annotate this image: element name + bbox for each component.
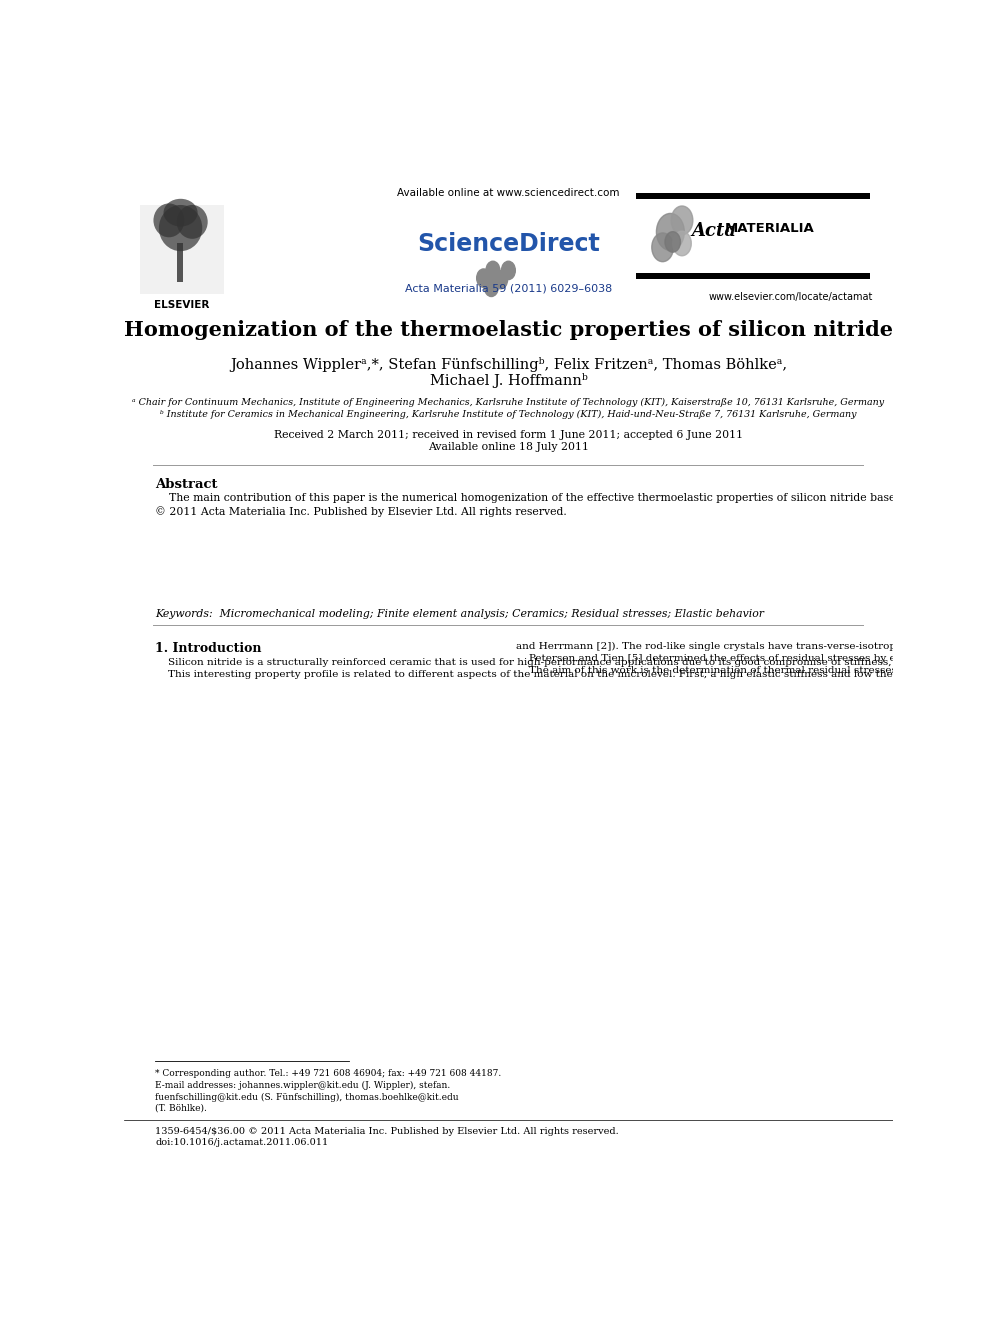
Text: ScienceDirect: ScienceDirect: [417, 232, 600, 255]
Text: 1359-6454/$36.00 © 2011 Acta Materialia Inc. Published by Elsevier Ltd. All righ: 1359-6454/$36.00 © 2011 Acta Materialia …: [155, 1127, 619, 1136]
Text: * Corresponding author. Tel.: +49 721 608 46904; fax: +49 721 608 44187.: * Corresponding author. Tel.: +49 721 60…: [155, 1069, 501, 1078]
Text: and Herrmann [2]). The rod-like single crystals have trans-verse-isotropic therm: and Herrmann [2]). The rod-like single c…: [516, 643, 992, 675]
Circle shape: [665, 232, 681, 253]
Circle shape: [502, 261, 515, 279]
Text: The main contribution of this paper is the numerical homogenization of the effec: The main contribution of this paper is t…: [155, 492, 992, 517]
Text: ᵃ Chair for Continuum Mechanics, Institute of Engineering Mechanics, Karlsruhe I: ᵃ Chair for Continuum Mechanics, Institu…: [132, 397, 885, 406]
Circle shape: [652, 233, 674, 262]
Text: Silicon nitride is a structurally reinforced ceramic that is used for high-perfo: Silicon nitride is a structurally reinfo…: [155, 658, 992, 679]
Text: ᵇ Institute for Ceramics in Mechanical Engineering, Karlsruhe Institute of Techn: ᵇ Institute for Ceramics in Mechanical E…: [160, 410, 857, 419]
Text: www.elsevier.com/locate/actamat: www.elsevier.com/locate/actamat: [708, 292, 873, 302]
Text: Johannes Wipplerᵃ,*, Stefan Fünfschillingᵇ, Felix Fritzenᵃ, Thomas Böhlkeᵃ,: Johannes Wipplerᵃ,*, Stefan Fünfschillin…: [230, 357, 787, 372]
Bar: [636, 193, 870, 198]
Text: Received 2 March 2011; received in revised form 1 June 2011; accepted 6 June 201: Received 2 March 2011; received in revis…: [274, 430, 743, 439]
Text: Acta Materialia 59 (2011) 6029–6038: Acta Materialia 59 (2011) 6029–6038: [405, 283, 612, 294]
Text: Available online 18 July 2011: Available online 18 July 2011: [428, 442, 589, 452]
Bar: [140, 205, 224, 294]
Circle shape: [477, 269, 490, 287]
Circle shape: [484, 278, 498, 296]
Circle shape: [657, 213, 684, 250]
Text: Acta: Acta: [691, 222, 736, 239]
Circle shape: [673, 232, 691, 255]
Text: E-mail addresses: johannes.wippler@kit.edu (J. Wippler), stefan.
fuenfschilling@: E-mail addresses: johannes.wippler@kit.e…: [155, 1081, 458, 1113]
Ellipse shape: [154, 204, 185, 237]
Text: doi:10.1016/j.actamat.2011.06.011: doi:10.1016/j.actamat.2011.06.011: [155, 1138, 328, 1147]
Bar: [177, 243, 183, 282]
Text: 1. Introduction: 1. Introduction: [155, 643, 262, 655]
Text: Michael J. Hoffmannᵇ: Michael J. Hoffmannᵇ: [430, 373, 587, 388]
Text: Homogenization of the thermoelastic properties of silicon nitride: Homogenization of the thermoelastic prop…: [124, 320, 893, 340]
Text: ELSEVIER: ELSEVIER: [155, 300, 210, 310]
Bar: [636, 274, 870, 279]
Text: Abstract: Abstract: [155, 479, 217, 491]
Ellipse shape: [177, 205, 207, 239]
Text: Available online at www.sciencedirect.com: Available online at www.sciencedirect.co…: [397, 188, 620, 198]
Text: MATERIALIA: MATERIALIA: [724, 222, 814, 235]
Circle shape: [494, 270, 508, 288]
Text: Keywords:  Micromechanical modeling; Finite element analysis; Ceramics; Residual: Keywords: Micromechanical modeling; Fini…: [155, 609, 764, 619]
Ellipse shape: [159, 205, 202, 251]
Circle shape: [486, 261, 500, 279]
Circle shape: [672, 206, 692, 234]
Ellipse shape: [164, 198, 197, 226]
